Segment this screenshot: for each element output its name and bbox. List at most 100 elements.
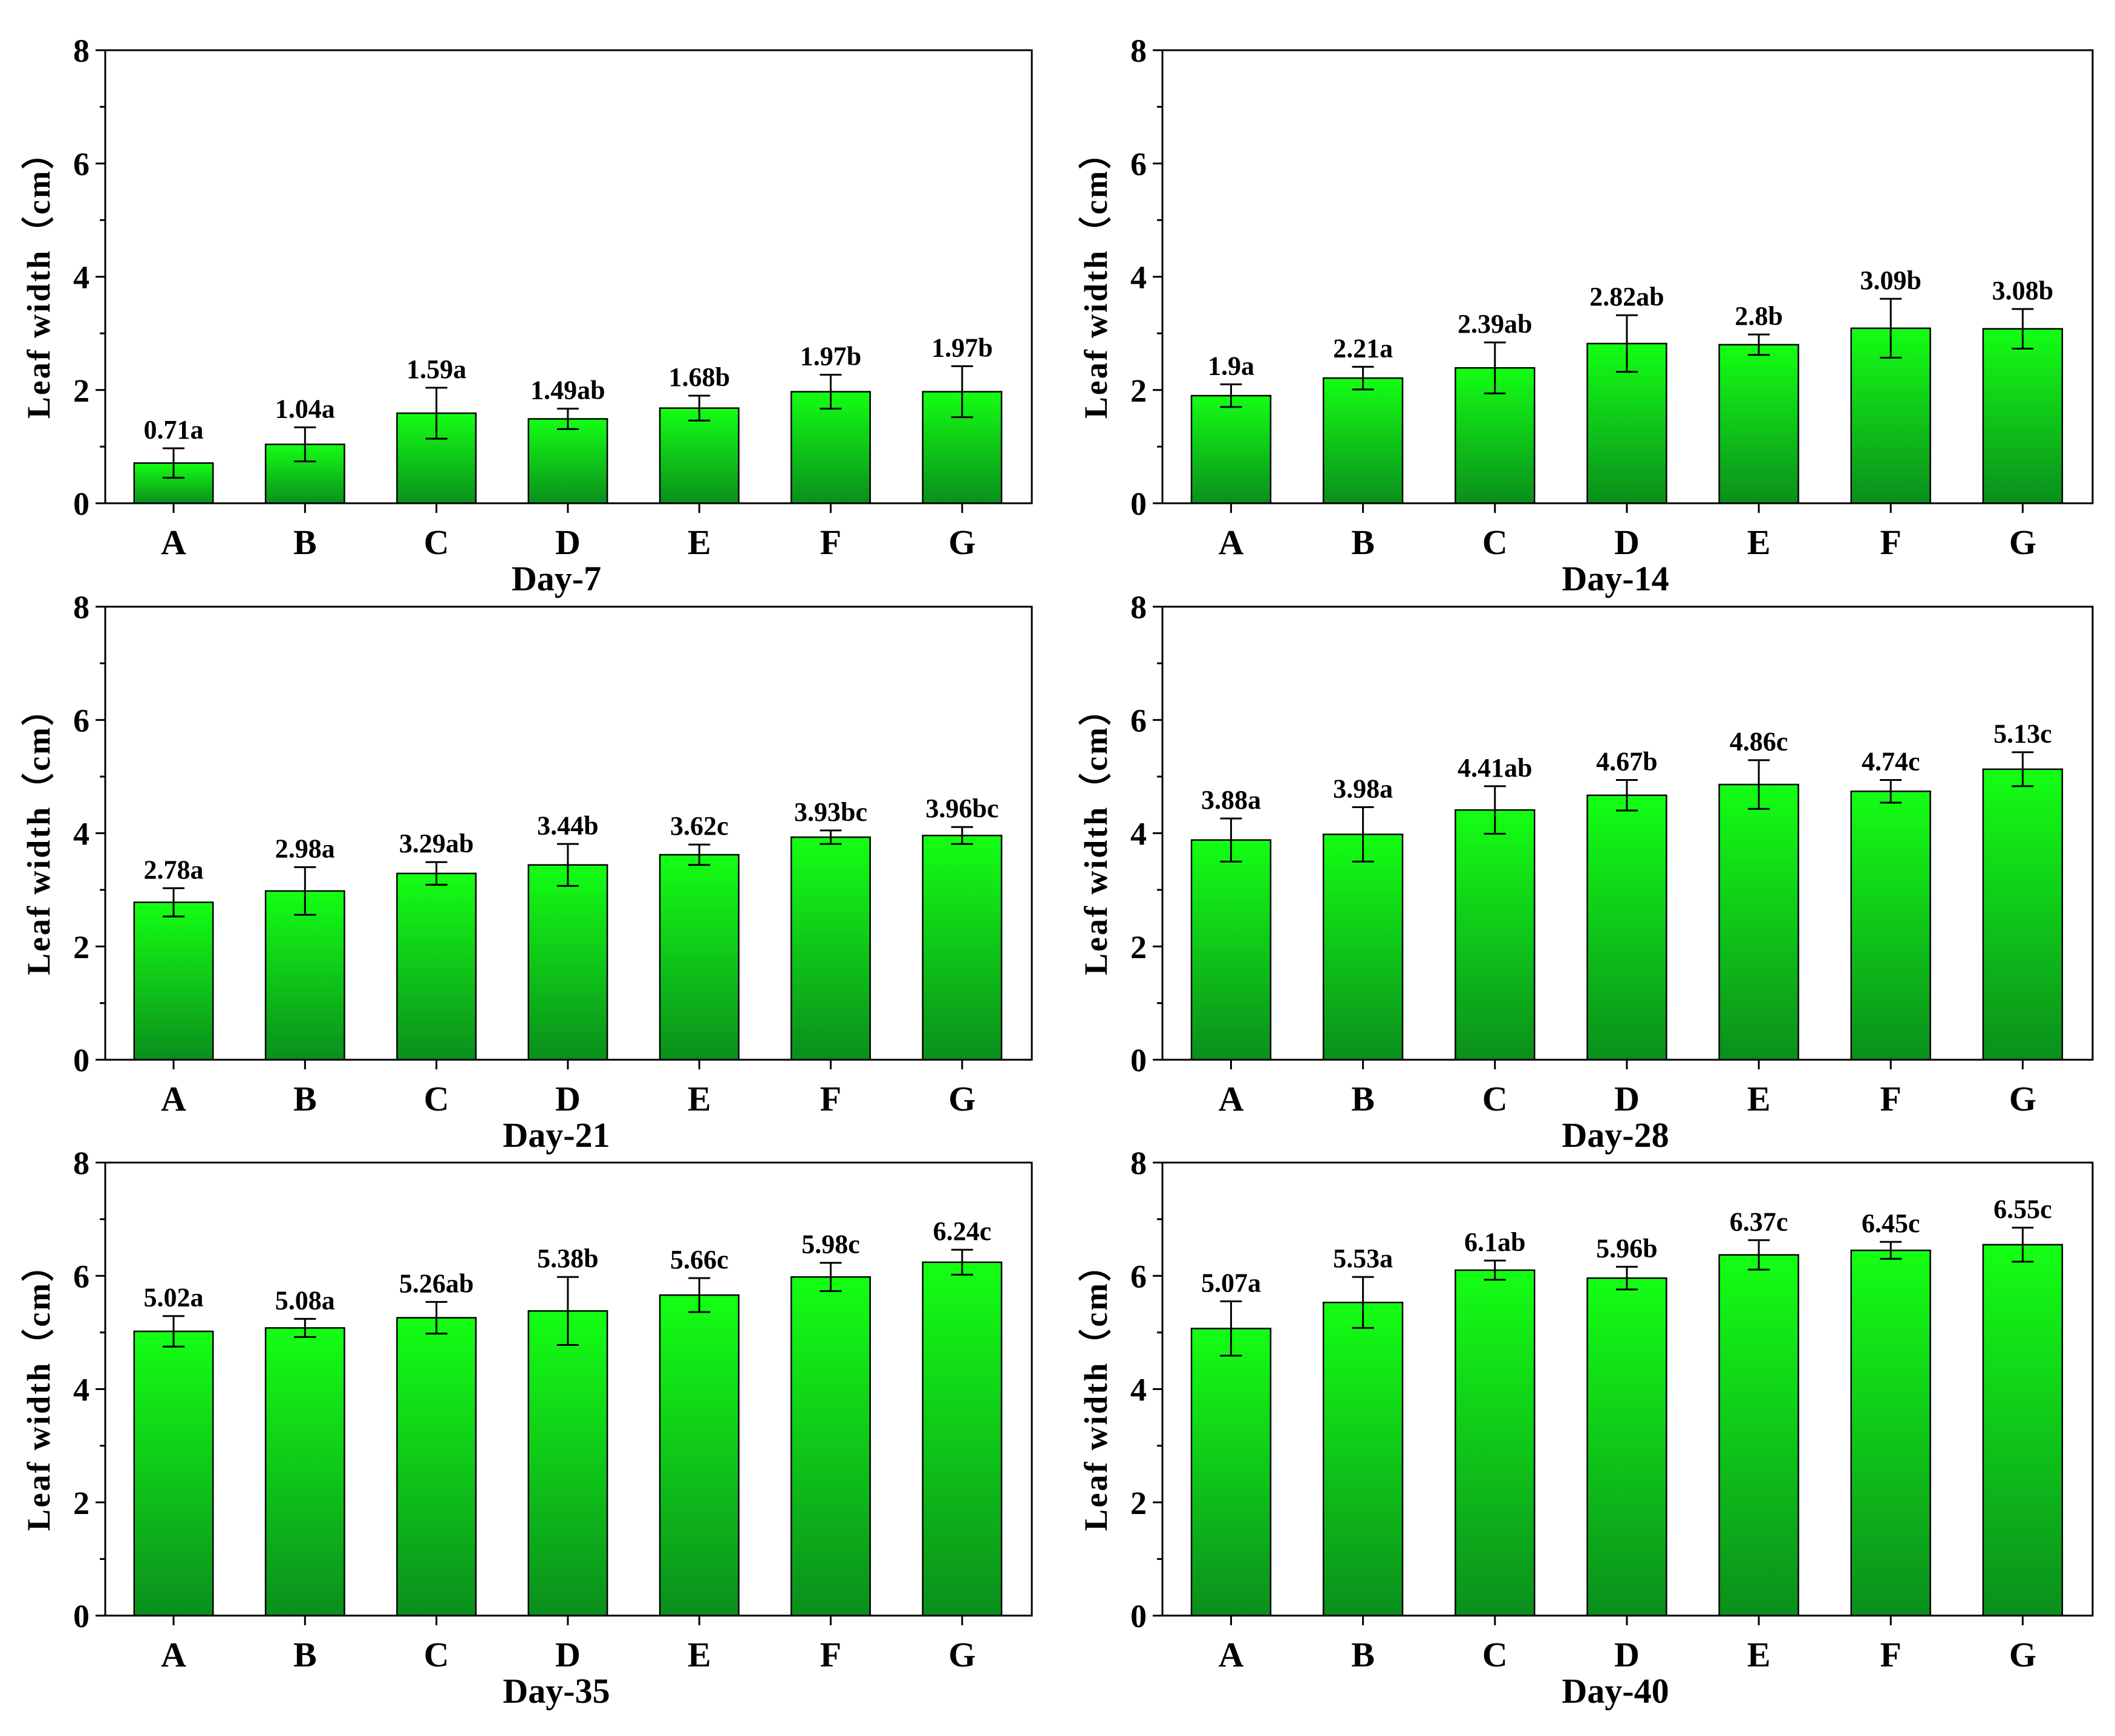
data-label: 4.41ab (1458, 753, 1532, 783)
y-tick-label: 4 (73, 259, 90, 296)
y-tick-label: 8 (1130, 589, 1147, 625)
data-label: 5.02a (143, 1283, 203, 1313)
bar-C (396, 872, 477, 1061)
x-tick-label: G (948, 1079, 976, 1118)
y-tick-label: 6 (1130, 1258, 1147, 1294)
bar-E (1718, 783, 1799, 1061)
data-label: 1.49ab (530, 376, 605, 405)
data-label: 5.26ab (399, 1268, 474, 1298)
data-label: 3.93bc (794, 797, 867, 827)
y-tick-label: 8 (1130, 1145, 1147, 1181)
bar-E (659, 1294, 740, 1617)
chart-panel: 5.07a A 5.53a B 6.1ab C 5.96b D 6.37c E 6.45c F 6.55… (1078, 1145, 2094, 1711)
bar-C (396, 1317, 477, 1617)
y-tick-label: 0 (1130, 1042, 1147, 1078)
error-bar (951, 1248, 973, 1276)
data-label: 2.98a (275, 834, 335, 864)
bar-A (133, 901, 214, 1061)
data-label: 5.98c (801, 1230, 860, 1259)
error-bar (556, 1276, 579, 1346)
bar-E (659, 407, 740, 504)
x-tick-label: C (1482, 1079, 1508, 1118)
bar-B (264, 1327, 345, 1617)
bar-A (133, 1330, 214, 1617)
error-bar (1220, 1300, 1242, 1357)
x-tick-label: A (161, 1079, 186, 1118)
error-bar (688, 843, 711, 866)
y-tick-label: 4 (73, 1372, 90, 1408)
error-bar (425, 1300, 448, 1335)
data-label: 3.09b (1860, 266, 1921, 295)
data-label: 3.29ab (399, 829, 474, 858)
x-tick-label: D (1614, 1079, 1640, 1118)
error-bar (688, 1277, 711, 1313)
error-bar (1220, 383, 1242, 408)
x-tick-label: D (1614, 1635, 1640, 1674)
error-bar (294, 1317, 316, 1338)
bar-E (1718, 344, 1799, 504)
y-axis-label: Leaf width（cm） (21, 135, 57, 419)
y-tick-label: 0 (73, 1598, 90, 1634)
error-bar (1352, 365, 1374, 391)
x-tick-label: F (1880, 1635, 1902, 1674)
error-bar (1880, 1241, 1902, 1260)
error-bar (951, 365, 973, 419)
data-label: 5.38b (537, 1244, 598, 1273)
panel-title: Day-7 (512, 559, 601, 598)
error-bar (1880, 298, 1902, 359)
y-tick-label: 6 (73, 1258, 90, 1294)
data-label: 2.39ab (1458, 309, 1532, 339)
error-bar (162, 447, 184, 479)
y-tick-label: 4 (1130, 1372, 1147, 1408)
error-bar (1220, 817, 1242, 863)
bar-C (1455, 809, 1536, 1061)
bar-D (1586, 1277, 1667, 1617)
x-tick-label: G (2009, 1079, 2036, 1118)
chart-panel: 3.88a A 3.98a B 4.41ab C 4.67b D 4.86c E 4.74c F 5.1… (1078, 589, 2094, 1155)
y-axis-label: Leaf width（cm） (1078, 1247, 1114, 1531)
data-label: 5.13c (1993, 719, 2052, 749)
x-tick-label: A (1218, 1635, 1243, 1674)
error-bar (1484, 1259, 1506, 1281)
error-bar (294, 426, 316, 463)
data-label: 5.07a (1201, 1268, 1261, 1297)
error-bar (820, 1262, 842, 1293)
data-label: 6.55c (1993, 1195, 2052, 1224)
bar-D (527, 418, 608, 504)
error-bar (820, 373, 842, 410)
error-bar (1748, 759, 1770, 810)
data-label: 3.98a (1333, 774, 1393, 803)
x-tick-label: E (1747, 1079, 1771, 1118)
y-axis-label: Leaf width（cm） (1078, 691, 1114, 975)
x-tick-label: B (1351, 1079, 1375, 1118)
x-tick-label: E (1747, 1635, 1771, 1674)
y-tick-label: 2 (1130, 1485, 1147, 1521)
chart-panel: 2.78a A 2.98a B 3.29ab C 3.44b D 3.62c E 3.93bc F 3.… (21, 589, 1033, 1155)
error-bar (162, 1315, 184, 1348)
y-axis-label: Leaf width（cm） (1078, 135, 1114, 419)
data-label: 6.37c (1730, 1207, 1788, 1236)
y-tick-label: 2 (1130, 929, 1147, 965)
bar-F (1850, 1249, 1931, 1617)
x-tick-label: E (688, 1079, 711, 1118)
bar-D (527, 1310, 608, 1617)
error-bar (688, 394, 711, 422)
data-label: 3.96bc (925, 794, 999, 823)
y-tick-label: 0 (1130, 1598, 1147, 1634)
x-tick-label: C (1482, 1635, 1508, 1674)
bar-F (790, 836, 871, 1061)
panel-title: Day-40 (1562, 1671, 1669, 1711)
y-tick-label: 4 (1130, 259, 1147, 296)
error-bar (162, 887, 184, 918)
chart-panel: 5.02a A 5.08a B 5.26ab C 5.38b D 5.66c E 5.98c F 6.2… (21, 1145, 1033, 1711)
y-axis-label: Leaf width（cm） (21, 1247, 57, 1531)
data-label: 5.66c (670, 1245, 729, 1274)
panel-title: Day-21 (503, 1115, 610, 1155)
error-bar (1352, 1276, 1374, 1329)
x-tick-label: D (555, 1635, 581, 1674)
x-tick-label: G (2009, 523, 2036, 562)
y-tick-label: 8 (73, 589, 90, 625)
x-tick-label: B (1351, 523, 1375, 562)
error-bar (1615, 778, 1638, 812)
error-bar (2012, 1227, 2034, 1263)
